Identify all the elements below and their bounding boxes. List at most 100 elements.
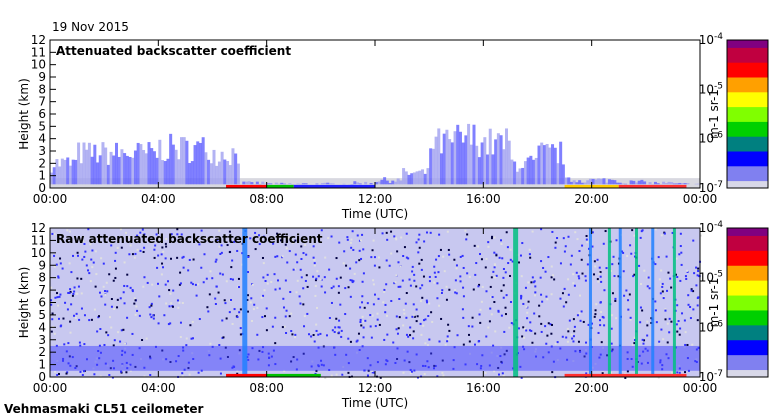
heatmap-cell: [362, 248, 365, 251]
heatmap-cell: [126, 285, 129, 288]
heatmap-cell: [217, 291, 220, 294]
heatmap-cell: [315, 306, 318, 309]
x-tick-label: 08:00: [249, 192, 284, 206]
heatmap-cell: [77, 285, 80, 288]
heatmap-cell: [573, 325, 576, 328]
heatmap-cell: [502, 374, 505, 377]
heatmap-cell: [578, 277, 581, 280]
heatmap-cell: [179, 271, 182, 274]
heatmap-cell: [356, 182, 360, 185]
heatmap-cell: [219, 372, 222, 375]
heatmap-cell: [520, 294, 523, 297]
heatmap-cell: [176, 228, 179, 231]
heatmap-cell: [371, 249, 374, 252]
heatmap-cell: [695, 266, 698, 269]
heatmap-cell: [84, 250, 87, 253]
colorbar-cell: [727, 242, 768, 248]
heatmap-cell: [209, 270, 212, 273]
heatmap-cell: [421, 284, 424, 287]
heatmap-cell: [404, 171, 408, 185]
heatmap-cell: [170, 233, 173, 236]
heatmap-cell: [435, 258, 438, 261]
heatmap-cell: [437, 255, 440, 258]
heatmap-cell: [440, 291, 443, 294]
x-tick-label: 12:00: [358, 381, 393, 395]
heatmap-cell: [436, 375, 439, 378]
heatmap-cell: [678, 371, 681, 374]
heatmap-cell: [585, 341, 588, 344]
heatmap-cell: [580, 258, 583, 261]
heatmap-cell: [71, 254, 74, 257]
heatmap-cell: [443, 270, 446, 273]
heatmap-cell: [602, 316, 605, 319]
colorbar-cell: [727, 165, 768, 170]
heatmap-cell: [391, 180, 395, 185]
heatmap-cell: [417, 251, 420, 254]
heatmap-cell: [315, 323, 318, 326]
colorbar-cell: [727, 184, 768, 189]
heatmap-cell: [566, 340, 569, 343]
heatmap-cell: [670, 320, 673, 323]
heatmap-cell: [335, 373, 338, 376]
heatmap-cell: [502, 149, 506, 185]
heatmap-cell: [390, 299, 393, 302]
heatmap-cell: [288, 183, 292, 185]
colorbar-cell: [727, 362, 768, 367]
heatmap-cell: [556, 163, 560, 185]
heatmap-cell: [687, 303, 690, 306]
heatmap-cell: [411, 265, 414, 268]
heatmap-cell: [288, 250, 291, 253]
heatmap-cell: [373, 264, 376, 267]
heatmap-cell: [593, 315, 596, 318]
heatmap-cell: [93, 308, 96, 311]
heatmap-cell: [237, 277, 240, 280]
heatmap-cell: [386, 238, 389, 241]
heatmap-cell: [69, 320, 72, 323]
heatmap-cell: [490, 313, 493, 316]
heatmap-cell: [633, 273, 636, 276]
heatmap-cell: [265, 329, 268, 332]
heatmap-cell: [570, 333, 573, 336]
heatmap-cell: [361, 280, 364, 283]
heatmap-cell: [155, 233, 158, 236]
heatmap-cell: [611, 292, 614, 295]
footer-label: Vehmasmaki CL51 ceilometer: [4, 402, 204, 416]
heatmap-cell: [454, 279, 457, 282]
heatmap-cell: [236, 249, 239, 252]
heatmap-cell: [63, 343, 66, 346]
heatmap-column: [564, 177, 592, 185]
colorbar-cell: [727, 139, 768, 145]
colorbar-cell: [727, 125, 768, 130]
heatmap-cell: [102, 262, 105, 265]
heatmap-cell: [637, 180, 641, 185]
heatmap-cell: [376, 318, 379, 321]
heatmap-cell: [613, 275, 616, 278]
heatmap-cell: [554, 241, 557, 244]
heatmap-cell: [586, 241, 589, 244]
heatmap-cell: [190, 281, 193, 284]
heatmap-cell: [552, 274, 555, 277]
heatmap-cell: [56, 373, 59, 376]
y-tick-label: 6: [38, 107, 46, 121]
heatmap-cell: [258, 234, 261, 237]
heatmap-cell: [133, 297, 136, 300]
vertical-streak: [607, 228, 611, 377]
heatmap-cell: [214, 302, 217, 305]
heatmap-cell: [473, 343, 476, 346]
heatmap-cell: [577, 340, 580, 343]
heatmap-cell: [236, 163, 240, 185]
heatmap-cell: [116, 246, 119, 249]
heatmap-cell: [441, 371, 444, 374]
heatmap-cell: [98, 155, 102, 185]
heatmap-cell: [578, 312, 581, 315]
heatmap-cell: [418, 170, 422, 185]
heatmap-cell: [112, 155, 116, 185]
heatmap-cell: [104, 290, 107, 293]
colorbar-cell: [727, 268, 768, 274]
heatmap-cell: [478, 313, 481, 316]
heatmap-cell: [346, 236, 349, 239]
vertical-streak: [242, 228, 248, 377]
heatmap-cell: [415, 320, 418, 323]
heatmap-cell: [627, 299, 630, 302]
heatmap-cell: [136, 234, 139, 237]
